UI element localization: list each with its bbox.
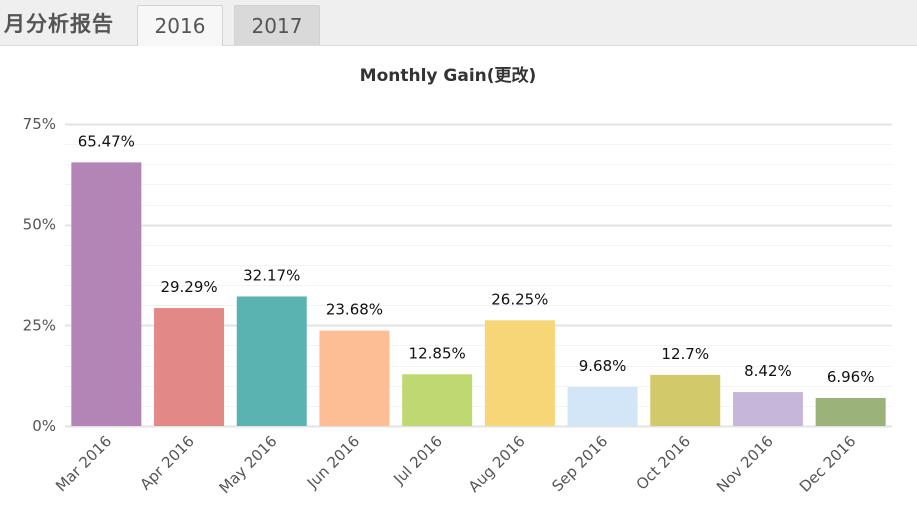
x-tick-label: Oct 2016	[633, 432, 694, 493]
x-tick-label: Dec 2016	[796, 432, 860, 496]
x-tick-label: May 2016	[216, 432, 281, 497]
tab-2016[interactable]: 2016	[137, 5, 223, 46]
data-label: 9.68%	[579, 357, 627, 375]
bar[interactable]	[815, 397, 886, 426]
x-tick-label: Apr 2016	[136, 432, 197, 493]
data-label: 23.68%	[326, 301, 383, 319]
data-label: 29.29%	[160, 278, 217, 296]
x-tick-label: Nov 2016	[713, 432, 777, 496]
bar[interactable]	[732, 392, 803, 426]
x-tick-label: Sep 2016	[548, 432, 611, 495]
x-tick-label: Jun 2016	[303, 432, 363, 492]
app-title: 月分析报告	[4, 12, 114, 36]
bar[interactable]	[484, 320, 555, 426]
chart-title: Monthly Gain(更改)	[360, 65, 537, 86]
bar[interactable]	[71, 162, 142, 426]
data-label: 26.25%	[491, 290, 548, 308]
bar[interactable]	[236, 296, 307, 426]
y-tick-label: 25%	[23, 316, 56, 334]
data-label: 12.7%	[661, 345, 709, 363]
bar[interactable]	[402, 374, 473, 426]
tab-2017[interactable]: 2017	[234, 5, 320, 45]
data-label: 8.42%	[744, 362, 792, 380]
x-tick-label: Mar 2016	[52, 432, 115, 495]
bar[interactable]	[154, 308, 225, 426]
bar[interactable]	[319, 330, 390, 426]
data-label: 6.96%	[827, 368, 875, 386]
x-tick-label: Jul 2016	[389, 432, 446, 489]
x-axis: Mar 2016 Apr 2016 May 2016 Jun 2016 Jul 2016…	[52, 432, 859, 497]
y-tick-label: 0%	[32, 417, 56, 435]
data-label: 32.17%	[243, 266, 300, 284]
bar[interactable]	[650, 374, 721, 426]
y-tick-label: 75%	[23, 115, 56, 133]
bar[interactable]	[567, 387, 638, 426]
data-label: 65.47%	[78, 132, 135, 150]
y-axis: 0% 25% 50% 75%	[23, 115, 56, 435]
bars: 65.47% 29.29% 32.17% 23.68% 12.85% 26.25% 9.68…	[71, 132, 886, 426]
y-tick-label: 50%	[23, 216, 56, 234]
top-bar: 月分析报告 2016 2017	[0, 0, 917, 46]
data-label: 12.85%	[409, 344, 466, 362]
x-tick-label: Aug 2016	[465, 432, 529, 496]
